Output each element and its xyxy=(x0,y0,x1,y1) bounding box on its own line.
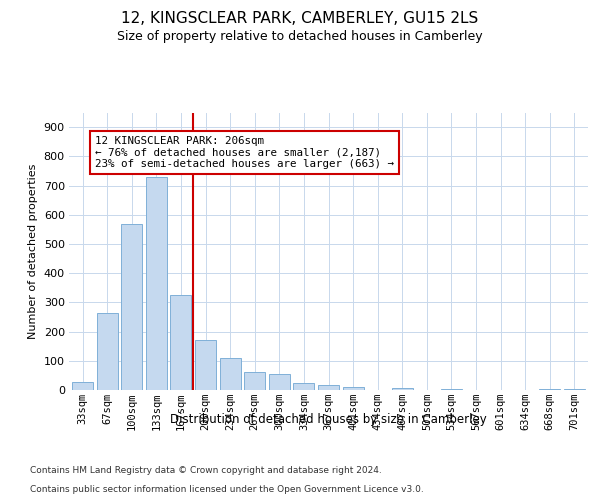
Y-axis label: Number of detached properties: Number of detached properties xyxy=(28,164,38,339)
Text: Contains public sector information licensed under the Open Government Licence v3: Contains public sector information licen… xyxy=(30,485,424,494)
Bar xyxy=(441,389,462,390)
Text: Distribution of detached houses by size in Camberley: Distribution of detached houses by size … xyxy=(170,412,487,426)
Bar xyxy=(146,177,167,390)
Bar xyxy=(220,358,241,390)
Bar xyxy=(195,340,216,390)
Bar xyxy=(269,374,290,390)
Bar xyxy=(392,388,413,390)
Bar xyxy=(539,389,560,390)
Text: 12, KINGSCLEAR PARK, CAMBERLEY, GU15 2LS: 12, KINGSCLEAR PARK, CAMBERLEY, GU15 2LS xyxy=(121,11,479,26)
Text: Size of property relative to detached houses in Camberley: Size of property relative to detached ho… xyxy=(117,30,483,43)
Bar xyxy=(244,372,265,390)
Bar xyxy=(72,382,93,390)
Text: Contains HM Land Registry data © Crown copyright and database right 2024.: Contains HM Land Registry data © Crown c… xyxy=(30,466,382,475)
Bar xyxy=(343,387,364,390)
Bar xyxy=(318,385,339,390)
Bar xyxy=(121,224,142,390)
Bar xyxy=(293,382,314,390)
Bar xyxy=(97,312,118,390)
Bar xyxy=(170,295,191,390)
Text: 12 KINGSCLEAR PARK: 206sqm
← 76% of detached houses are smaller (2,187)
23% of s: 12 KINGSCLEAR PARK: 206sqm ← 76% of deta… xyxy=(95,136,394,169)
